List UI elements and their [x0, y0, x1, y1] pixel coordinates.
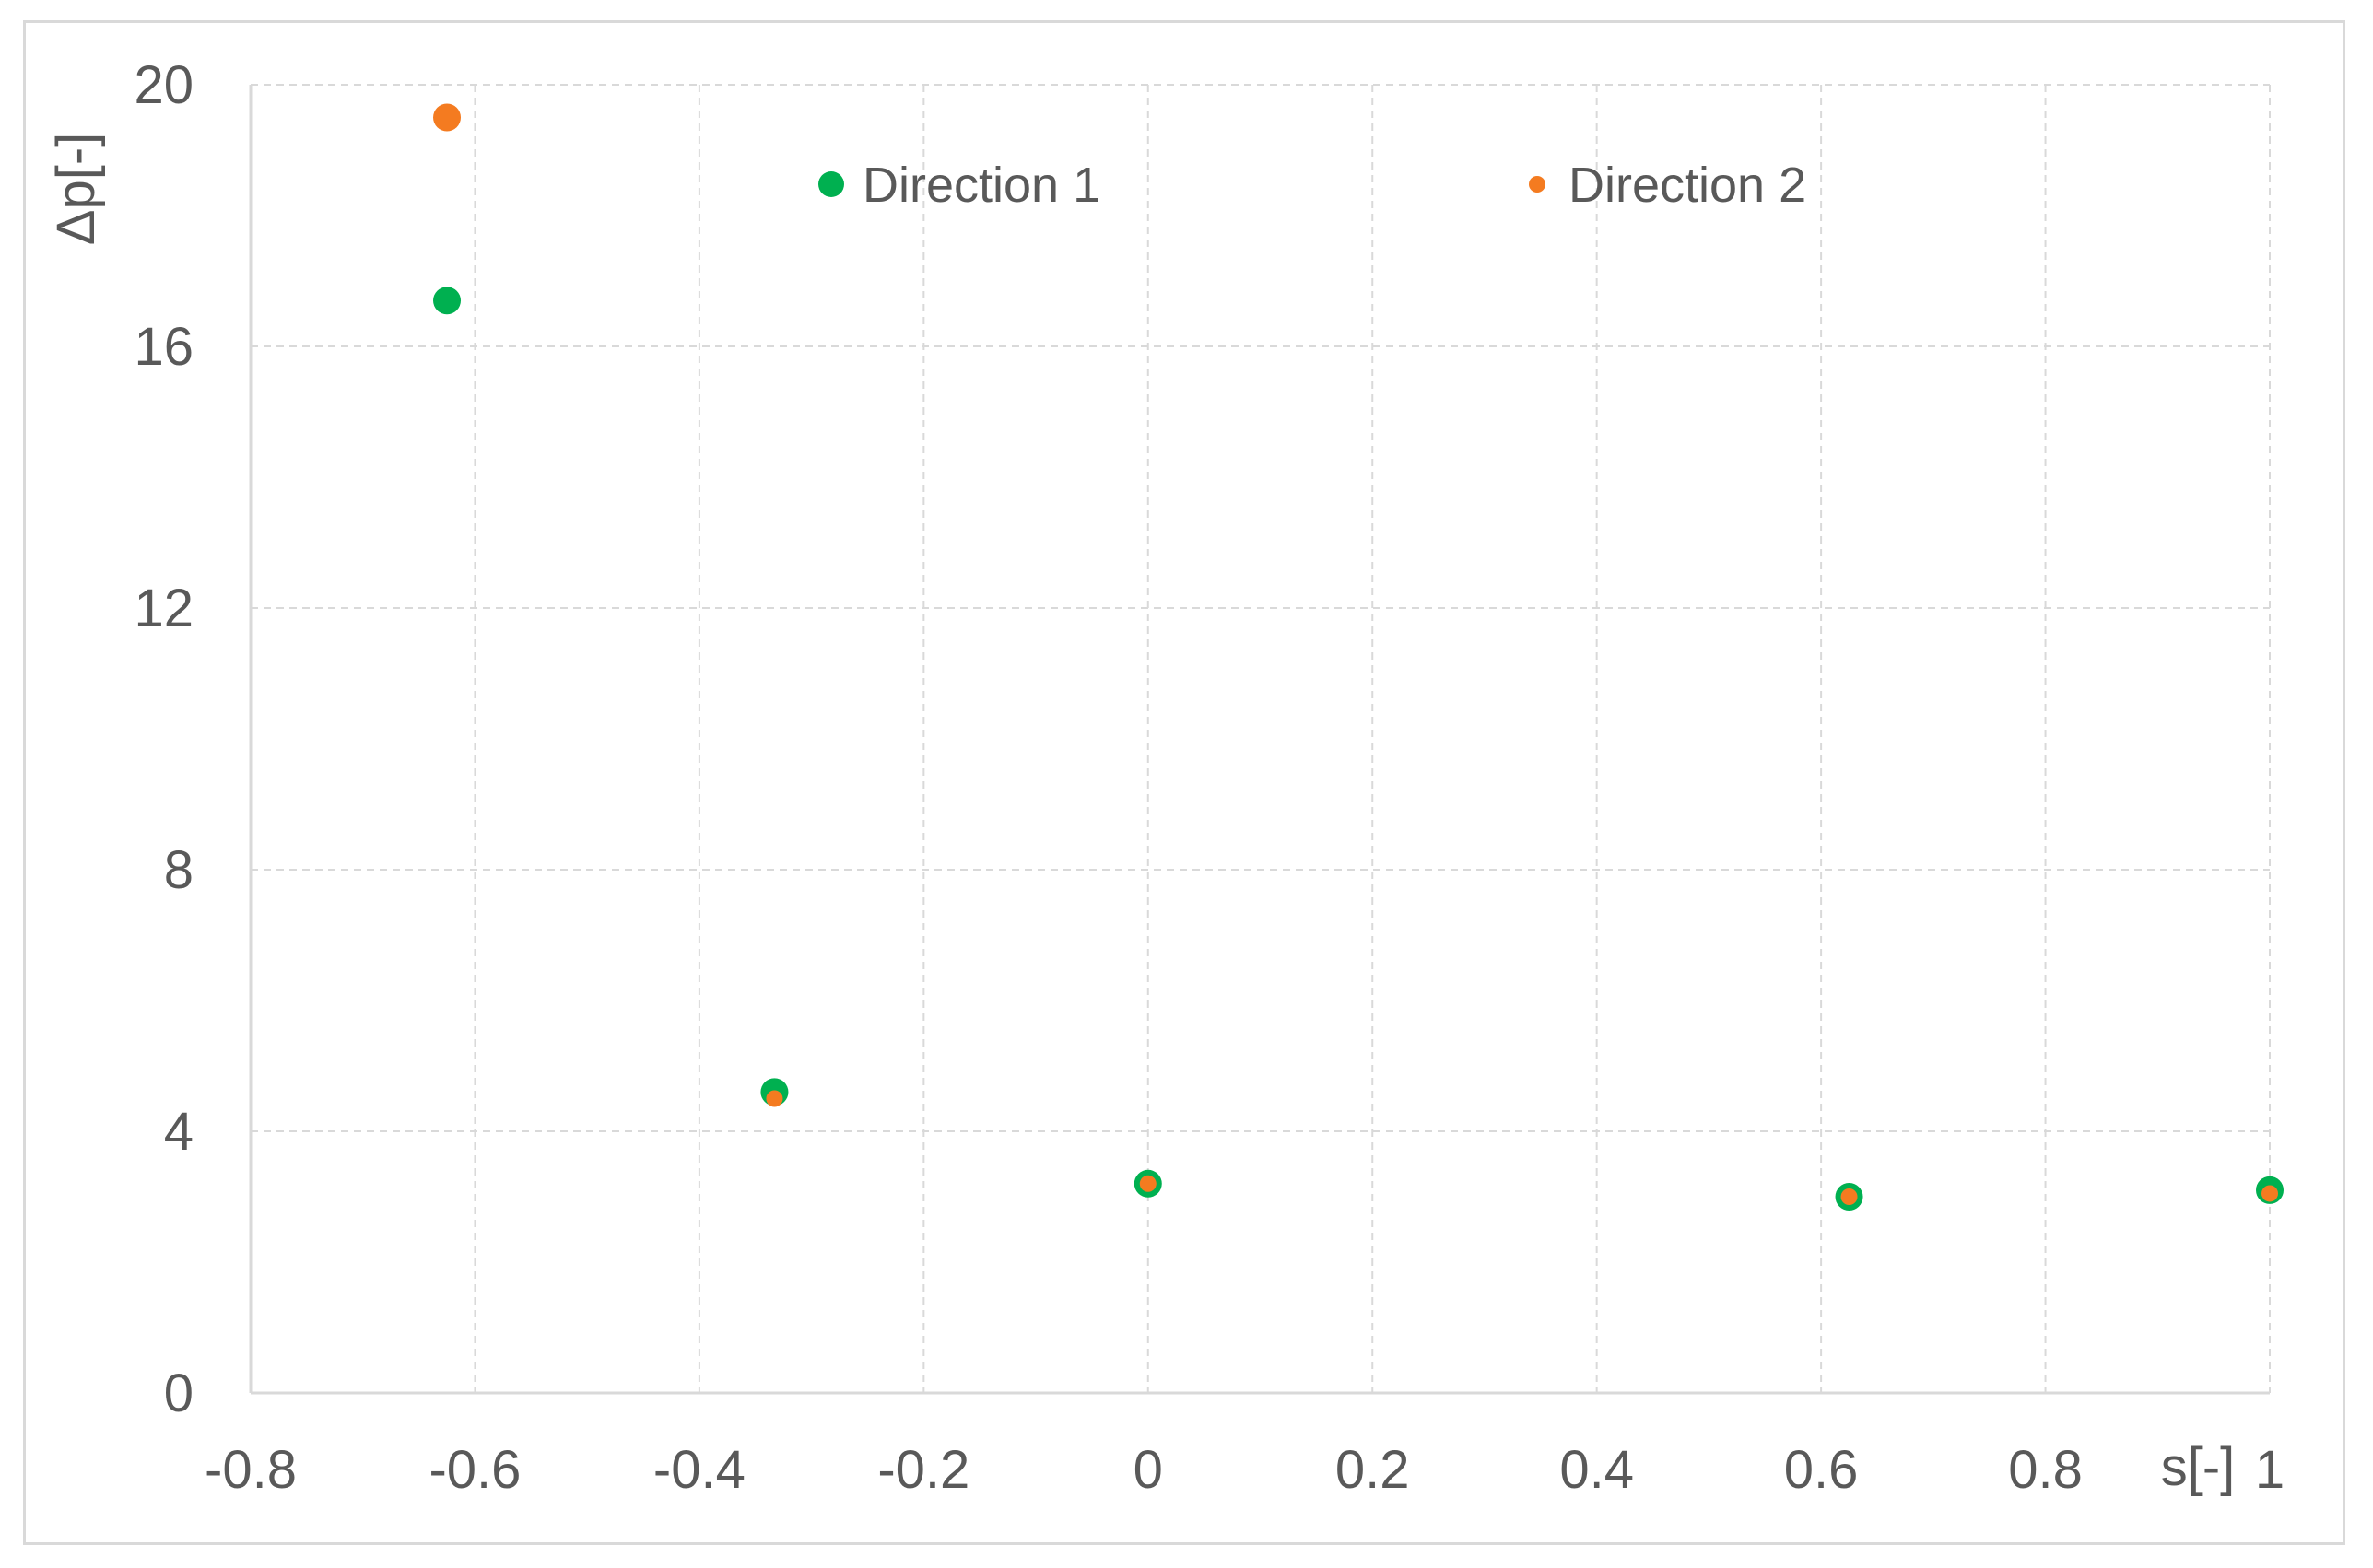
- grid-layer: [251, 84, 2271, 1393]
- data-point-direction-2: [1840, 1188, 1858, 1205]
- legend: Direction 1 Direction 2: [818, 158, 1806, 213]
- x-tick-label: 0.2: [1335, 1440, 1410, 1500]
- data-point-direction-2: [766, 1090, 783, 1107]
- x-tick-label: 1: [2255, 1440, 2285, 1500]
- y-tick-label: 16: [134, 317, 194, 377]
- data-point-direction-2: [433, 103, 462, 132]
- x-tick-label: 0: [1134, 1440, 1163, 1500]
- x-tick-label: -0.2: [877, 1440, 969, 1500]
- y-tick-label: 20: [134, 55, 194, 115]
- legend-marker-direction-2: [1529, 176, 1545, 193]
- data-point-direction-1: [433, 287, 462, 315]
- data-point-direction-2: [2261, 1185, 2278, 1202]
- y-tick-label: 0: [164, 1363, 194, 1423]
- legend-label-direction-2: Direction 2: [1568, 158, 1806, 213]
- x-tick-label: 0.6: [1784, 1440, 1859, 1500]
- marks-layer: [433, 103, 2284, 1211]
- x-tick-label: -0.4: [653, 1440, 746, 1500]
- x-tick-label: -0.8: [205, 1440, 297, 1500]
- chart-frame: [23, 20, 2345, 1545]
- x-axis-title: s[-]: [2161, 1437, 2236, 1497]
- legend-label-direction-1: Direction 1: [863, 158, 1100, 213]
- y-tick-label: 4: [164, 1102, 194, 1162]
- x-tick-label: 0.4: [1559, 1440, 1634, 1500]
- y-tick-label: 8: [164, 840, 194, 900]
- x-tick-label: 0.8: [2008, 1440, 2083, 1500]
- legend-marker-direction-1: [818, 171, 844, 197]
- axes-layer: -0.8 -0.6 -0.4 -0.2 0 0.2 0.4 0.6 0.8 1 0 4 8 12 16 20: [134, 55, 2285, 1500]
- data-point-direction-2: [1139, 1175, 1157, 1192]
- y-axis-title: Δp[-]: [46, 133, 106, 246]
- x-tick-label: -0.6: [429, 1440, 521, 1500]
- y-tick-label: 12: [134, 579, 194, 638]
